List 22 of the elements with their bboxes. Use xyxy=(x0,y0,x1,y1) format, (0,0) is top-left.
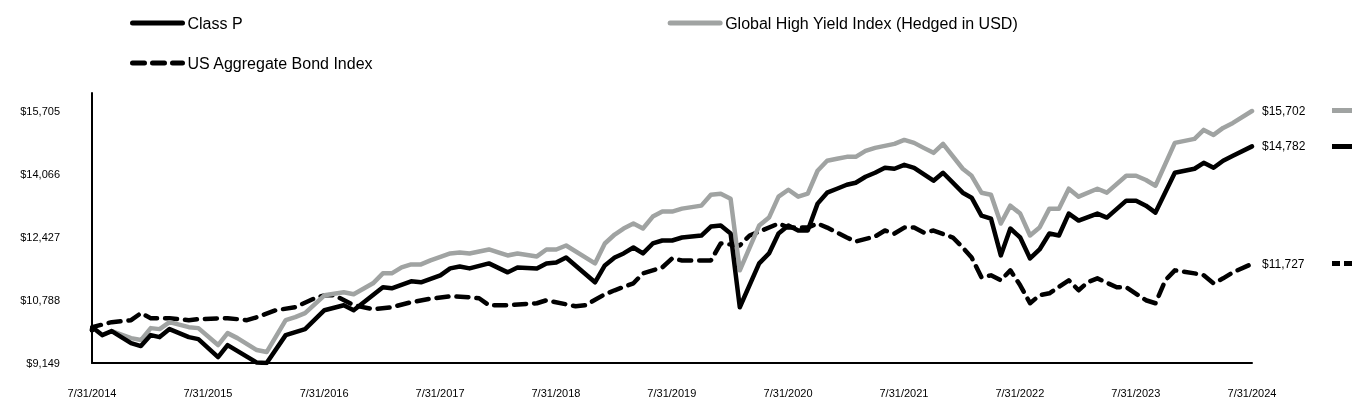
y-tick-label: $14,066 xyxy=(20,167,60,180)
data-label: $14,782 xyxy=(1262,139,1306,154)
x-tick-label: 7/31/2015 xyxy=(183,386,233,399)
x-tick-label: 7/31/2020 xyxy=(763,386,813,399)
legend-label: US Aggregate Bond Index xyxy=(187,54,373,72)
x-tick-label: 7/31/2016 xyxy=(299,386,349,399)
x-tick-label: 7/31/2018 xyxy=(531,386,581,399)
x-tick-label: 7/31/2024 xyxy=(1227,386,1277,399)
x-tick-label: 7/31/2023 xyxy=(1111,386,1161,399)
x-tick-label: 7/31/2021 xyxy=(879,386,929,399)
legend-label: Class P xyxy=(187,14,243,32)
x-tick-label: 7/31/2017 xyxy=(415,386,465,399)
y-tick-label: $15,705 xyxy=(20,104,60,117)
x-tick-label: 7/31/2019 xyxy=(647,386,697,399)
x-tick-label: 7/31/2022 xyxy=(995,386,1045,399)
x-tick-label: 7/31/2014 xyxy=(67,386,117,399)
legend-label: Global High Yield Index (Hedged in USD) xyxy=(725,14,1018,32)
y-tick-label: $9,149 xyxy=(26,357,60,369)
data-label: $11,727 xyxy=(1262,256,1305,271)
y-tick-label: $10,788 xyxy=(20,293,60,306)
data-label: $15,702 xyxy=(1262,104,1306,118)
y-tick-label: $12,427 xyxy=(20,230,60,243)
